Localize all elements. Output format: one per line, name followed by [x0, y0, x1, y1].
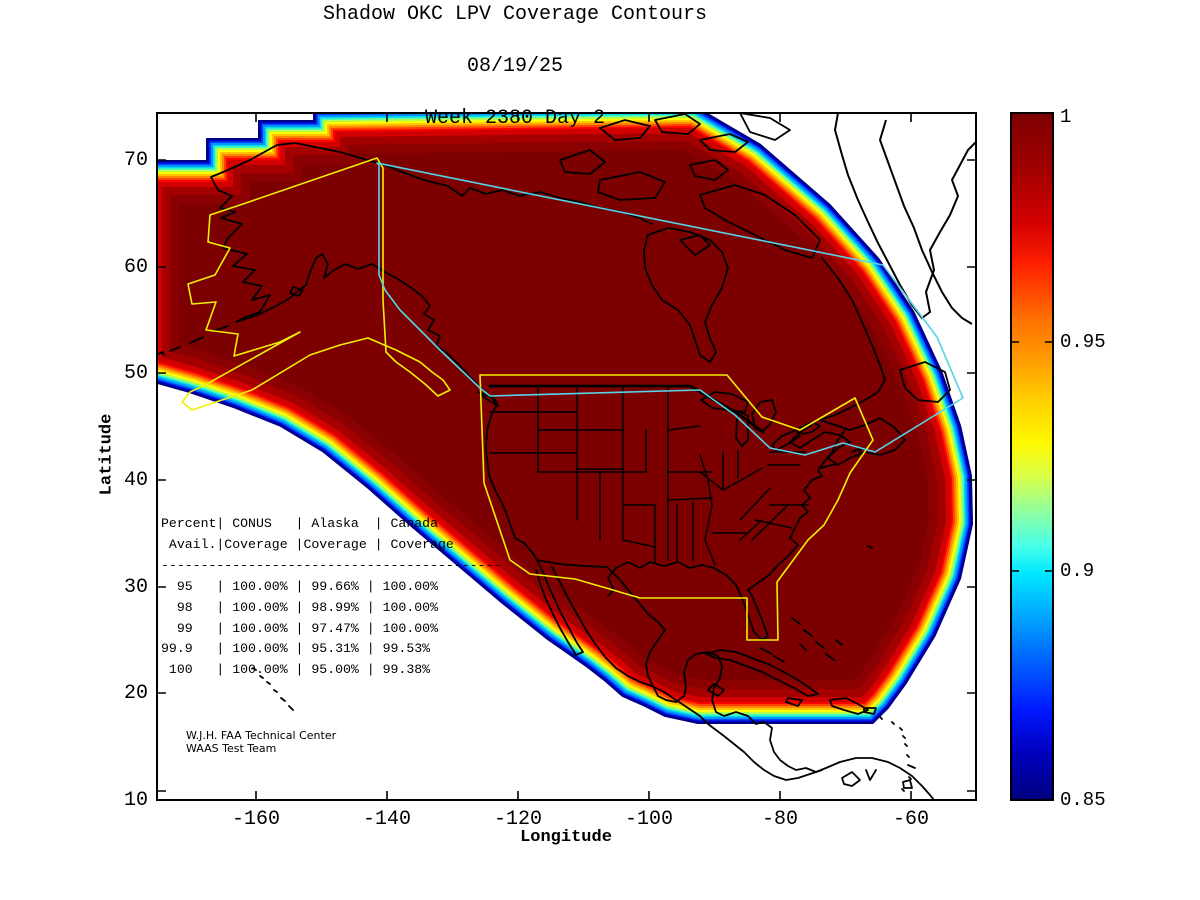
table-row-95: 95 | 100.00% | 99.66% | 100.00% [161, 578, 438, 594]
y-tick-10: 10 [123, 789, 148, 812]
colorbar [1010, 112, 1054, 801]
title-line-3: Week 2380 Day 2 [424, 107, 606, 130]
x-tick-n140: -140 [362, 808, 411, 831]
x-axis-label: Longitude [520, 828, 612, 847]
chart-title: Shadow OKC LPV Coverage Contours 08/19/2… [160, 2, 870, 132]
colorbar-tick-09: 0.9 [1060, 560, 1095, 582]
attribution-line-1: W.J.H. FAA Technical Center [186, 729, 337, 742]
attribution-line-2: WAAS Test Team [186, 742, 277, 755]
colorbar-tick-095: 0.95 [1060, 331, 1106, 353]
greenland-outline [833, 113, 976, 325]
y-axis-label: Latitude [97, 413, 117, 496]
attribution: W.J.H. FAA Technical Center WAAS Test Te… [186, 729, 336, 755]
y-tick-60: 60 [123, 256, 148, 279]
plot-frame [156, 112, 977, 801]
canada-boundary-cyan [376, 162, 964, 456]
y-tick-20: 20 [123, 682, 148, 705]
table-row-99-9: 99.9 | 100.00% | 95.31% | 99.53% [161, 641, 431, 657]
coverage-statistics-table: Percent| CONUS | Alaska | Canada Avail.|… [161, 514, 501, 681]
x-tick-n80: -80 [761, 808, 798, 831]
table-row-100: 100 | 100.00% | 95.00% | 99.38% [161, 662, 431, 678]
title-line-2: 08/19/25 [466, 55, 563, 78]
title-line-1: Shadow OKC LPV Coverage Contours [322, 3, 708, 26]
table-row-98: 98 | 100.00% | 98.99% | 100.00% [161, 599, 438, 615]
y-tick-30: 30 [123, 576, 148, 599]
colorbar-tick-085: 0.85 [1060, 789, 1106, 811]
conus-alaska-boundary-yellow [181, 157, 874, 641]
x-tick-n60: -60 [892, 808, 929, 831]
y-tick-70: 70 [123, 149, 148, 172]
x-tick-n120: -120 [493, 808, 542, 831]
y-tick-40: 40 [123, 469, 148, 492]
coastlines [157, 113, 951, 800]
table-header-row: Percent| CONUS | Alaska | Canada [161, 516, 438, 531]
x-tick-n100: -100 [624, 808, 673, 831]
colorbar-tick-1: 1 [1060, 106, 1072, 128]
x-tick-n160: -160 [231, 808, 280, 831]
table-header-row-2: Avail.|Coverage |Coverage | Coverage [161, 536, 454, 552]
table-separator: ----------------------------------------… [161, 557, 502, 573]
table-row-99: 99 | 100.00% | 97.47% | 100.00% [161, 620, 438, 636]
axis-ticks [157, 113, 976, 800]
y-tick-50: 50 [123, 362, 148, 385]
